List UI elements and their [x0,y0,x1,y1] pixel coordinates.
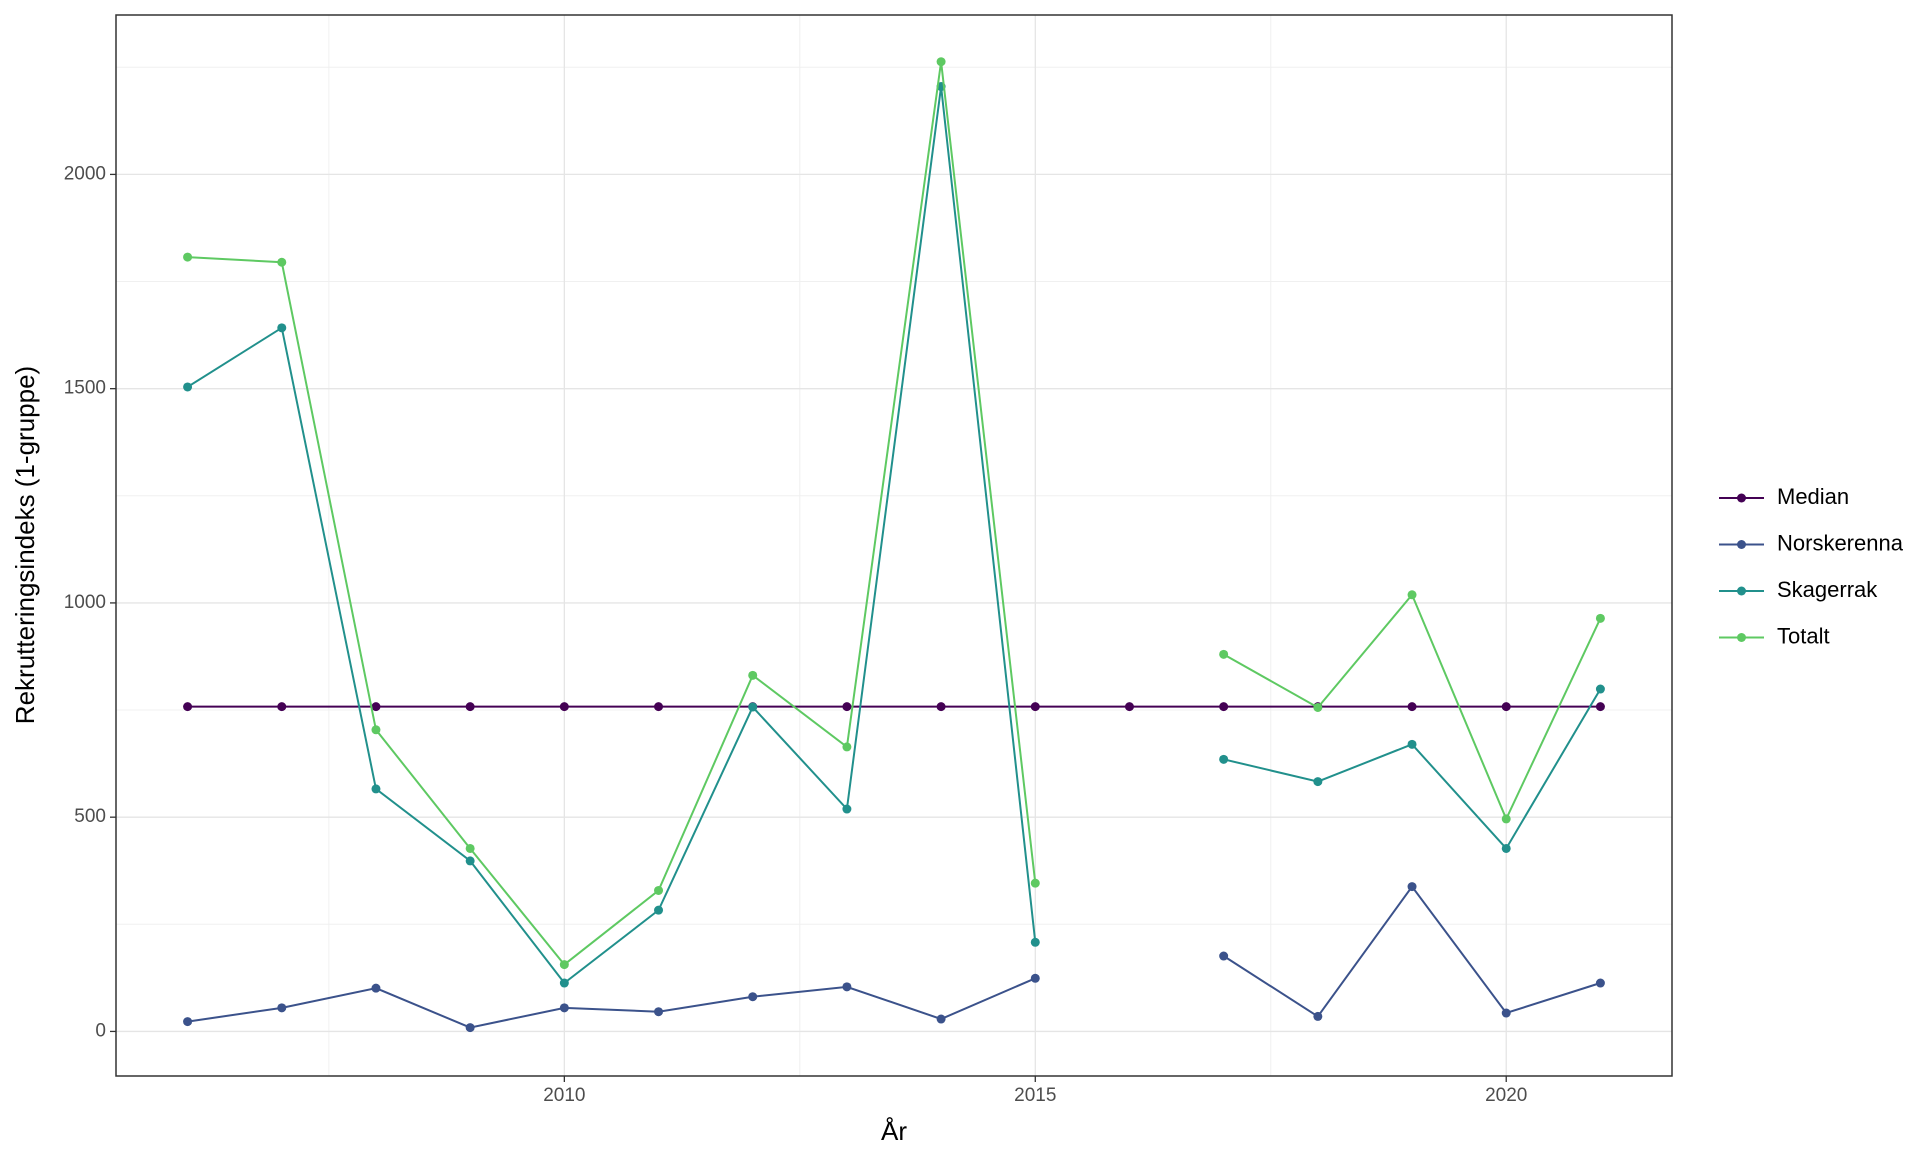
data-point [1595,684,1605,694]
data-point [842,702,852,712]
legend-label: Norskerenna [1777,530,1904,555]
data-point [465,856,475,866]
y-tick-label: 2000 [64,163,106,184]
data-point [371,725,381,735]
data-point [371,784,381,794]
data-point [1313,1011,1323,1021]
data-point [936,702,946,712]
y-tick-label: 1000 [64,592,106,613]
data-point [1219,702,1229,712]
data-point [654,885,664,895]
legend: Median Norskerenna Skagerrak Totalt [1719,484,1904,648]
data-point [1407,882,1417,892]
data-point [1030,973,1040,983]
data-point [183,382,193,392]
data-point [1595,613,1605,623]
data-point [1501,702,1511,712]
x-axis-title: År [881,1116,907,1146]
data-point [1407,739,1417,749]
legend-point [1737,633,1746,642]
x-tick-label: 2020 [1485,1085,1527,1106]
grid [116,15,1672,1076]
legend-point [1737,586,1746,596]
data-point [654,1007,664,1017]
data-point [1219,951,1229,961]
data-point [936,1014,946,1024]
data-point [1124,702,1134,712]
data-point [748,702,758,712]
data-point [748,992,758,1002]
x-tick-label: 2015 [1014,1085,1056,1106]
data-point [559,978,569,988]
data-point [1407,590,1417,600]
data-point [183,252,193,262]
legend-label: Median [1777,484,1849,509]
legend-label: Totalt [1777,623,1830,648]
y-tick-label: 500 [74,806,106,827]
data-point [277,702,287,712]
legend-point [1737,540,1746,549]
data-point [936,57,946,67]
data-point [1030,702,1040,712]
y-axis-title: Rekrutteringsindeks (1-gruppe) [10,366,40,724]
data-point [559,1003,569,1013]
y-tick-label: 0 [95,1020,106,1041]
data-point [1595,978,1605,988]
data-point [465,702,475,712]
data-point [1407,702,1417,712]
data-point [277,323,287,333]
data-point [183,1017,193,1027]
plot-area [183,57,1605,1033]
data-point [277,1003,287,1013]
data-point [842,804,852,814]
data-point [1501,843,1511,853]
data-point [1313,702,1323,712]
data-point [183,702,193,712]
data-point [654,702,664,712]
data-point [1030,878,1040,888]
data-point [654,905,664,915]
data-point [1595,702,1605,712]
x-tick-label: 2010 [543,1085,585,1106]
data-point [277,257,287,267]
data-point [465,1023,475,1033]
panel-border [115,14,1673,1077]
data-point [842,982,852,992]
data-point [1219,754,1229,764]
data-point [371,983,381,993]
legend-label: Skagerrak [1777,577,1878,602]
legend-point [1737,493,1746,503]
data-point [748,670,758,680]
data-point [1501,1008,1511,1018]
data-point [1030,937,1040,947]
data-point [1501,814,1511,824]
data-point [1219,649,1229,659]
data-point [842,742,852,752]
data-point [465,843,475,853]
y-tick-label: 1500 [64,378,106,399]
data-point [371,702,381,712]
data-point [1313,777,1323,787]
data-point [559,960,569,970]
data-point [559,702,569,712]
